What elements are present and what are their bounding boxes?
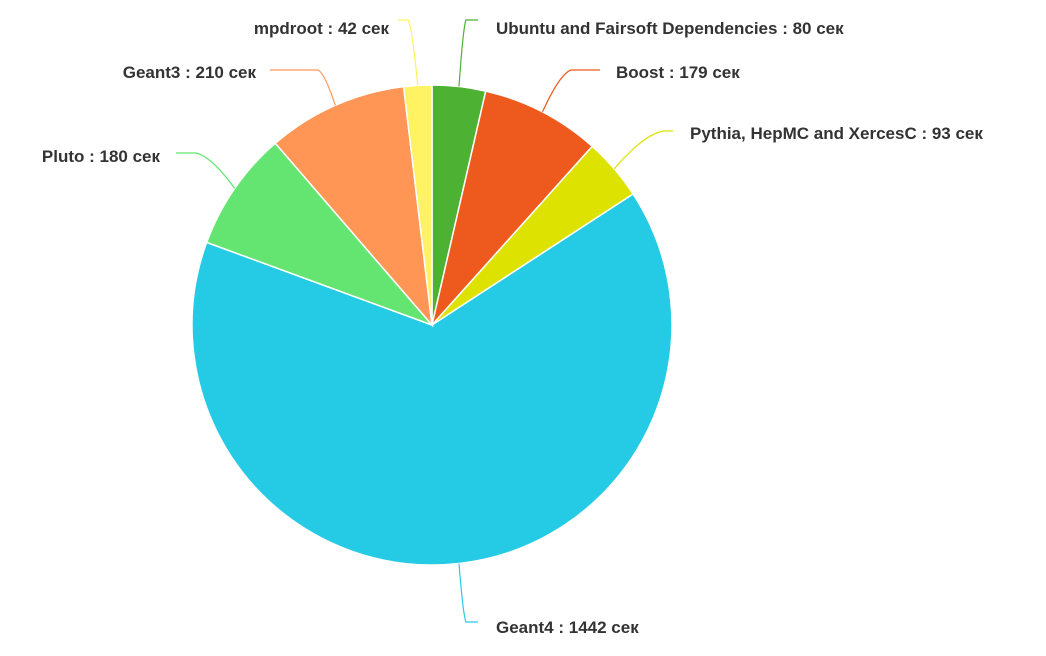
- leader-line-pythia-hepmc-and-xercesc: [613, 130, 673, 170]
- leader-line-boost: [541, 69, 600, 113]
- pie-slice-geant4: [191, 192, 673, 566]
- pie-leader-lines: [176, 19, 673, 623]
- pie-labels: Ubuntu and Fairsoft Dependencies : 80 се…: [42, 19, 983, 637]
- leader-line-ubuntu-and-fairsoft-dependencies: [458, 19, 478, 87]
- slice-label-pythia-hepmc-and-xercesc: Pythia, HepMC and XercesC : 93 сек: [690, 124, 983, 143]
- slice-label-pluto: Pluto : 180 сек: [42, 147, 161, 166]
- slice-label-geant3: Geant3 : 210 сек: [123, 63, 257, 82]
- pie-slice-boost: [431, 90, 594, 326]
- slice-label-ubuntu-and-fairsoft-dependencies: Ubuntu and Fairsoft Dependencies : 80 се…: [496, 19, 844, 38]
- pie-slice-mpdroot: [402, 84, 433, 326]
- slice-label-boost: Boost : 179 сек: [616, 63, 740, 82]
- leader-line-pluto: [176, 152, 236, 189]
- leader-line-geant3: [270, 69, 336, 106]
- leader-line-geant4: [458, 563, 478, 623]
- slice-label-mpdroot: mpdroot : 42 сек: [254, 19, 390, 38]
- pie-slices: [191, 84, 673, 566]
- leader-line-mpdroot: [398, 19, 419, 86]
- slice-label-geant4: Geant4 : 1442 сек: [496, 618, 639, 637]
